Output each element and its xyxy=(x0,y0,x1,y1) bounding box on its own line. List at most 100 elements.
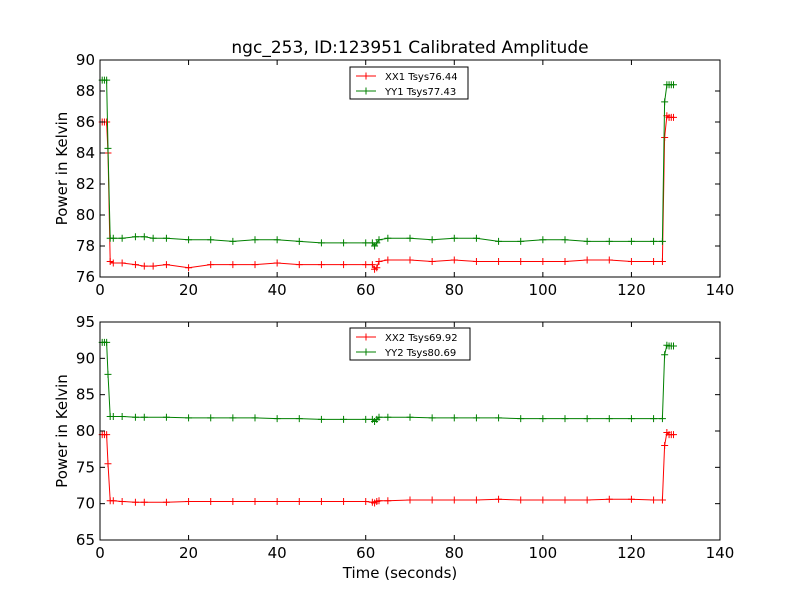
data-point xyxy=(472,258,480,265)
data-point xyxy=(495,258,503,265)
x-tick-label: 120 xyxy=(617,544,646,562)
x-tick-label: 20 xyxy=(179,544,198,562)
data-point xyxy=(472,414,480,422)
data-point xyxy=(251,414,259,422)
data-point xyxy=(273,259,281,267)
x-tick-label: 0 xyxy=(95,281,105,299)
x-tick-label: 140 xyxy=(706,281,735,299)
axes-frame xyxy=(99,59,721,278)
data-point xyxy=(373,264,381,272)
data-point xyxy=(670,342,677,350)
y-tick-label: 75 xyxy=(76,458,95,476)
series-xx1 xyxy=(98,112,677,273)
y-tick-label: 86 xyxy=(76,113,95,131)
data-point xyxy=(109,259,117,267)
y-tick-label: 88 xyxy=(76,82,95,100)
data-point xyxy=(162,234,170,242)
x-tick-label: 60 xyxy=(356,281,375,299)
data-point xyxy=(605,415,613,423)
series-xx2 xyxy=(98,428,677,507)
data-point xyxy=(627,237,635,245)
data-point xyxy=(428,414,436,422)
x-axis-label: Time (seconds) xyxy=(342,564,458,582)
data-point xyxy=(140,498,148,506)
data-point xyxy=(472,234,480,242)
data-point xyxy=(384,497,392,505)
data-point xyxy=(340,261,348,269)
legend-marker xyxy=(362,72,370,80)
data-point xyxy=(140,233,148,241)
x-tick-label: 40 xyxy=(268,544,287,562)
data-point xyxy=(450,256,458,264)
data-point xyxy=(273,415,281,423)
data-point xyxy=(406,413,414,421)
data-point xyxy=(605,495,613,503)
data-point xyxy=(207,236,215,244)
data-point xyxy=(539,258,547,265)
x-tick-label: 40 xyxy=(268,281,287,299)
data-point xyxy=(131,498,139,506)
data-point xyxy=(362,261,370,269)
legend-box xyxy=(349,66,469,100)
data-point xyxy=(658,415,666,423)
data-point xyxy=(375,413,383,421)
data-point xyxy=(368,261,376,269)
legend-label: YY2 Tsys80.69 xyxy=(384,348,456,359)
data-point xyxy=(428,258,436,265)
legend-label: XX1 Tsys76.44 xyxy=(385,72,458,83)
data-point xyxy=(561,258,569,265)
legend: XX1 Tsys76.44 YY1 Tsys77.43 xyxy=(349,66,469,100)
data-point xyxy=(650,415,658,423)
data-point xyxy=(583,256,591,264)
top-panel: 0 20 40 60 80 100 120 140 76 78 80 82 84 86 88 90 Power … xyxy=(53,51,734,299)
series-line xyxy=(102,79,674,247)
data-point xyxy=(561,236,569,244)
data-point xyxy=(162,413,170,421)
data-point xyxy=(273,236,281,244)
data-point xyxy=(670,81,677,89)
series-yy1 xyxy=(98,76,677,250)
data-point xyxy=(661,134,669,141)
data-point xyxy=(375,258,383,265)
data-point xyxy=(517,415,525,423)
data-point xyxy=(627,258,635,265)
data-point xyxy=(131,413,139,421)
data-point xyxy=(273,497,281,505)
data-point xyxy=(317,497,325,505)
y-tick-label: 80 xyxy=(76,422,95,440)
data-point xyxy=(650,237,658,245)
data-point xyxy=(162,498,170,506)
y-tick-label: 65 xyxy=(76,531,95,549)
data-point xyxy=(251,497,259,505)
y-tick-label: 76 xyxy=(76,268,95,286)
data-point xyxy=(428,236,436,244)
data-point xyxy=(661,98,669,106)
data-point xyxy=(384,256,392,264)
data-point xyxy=(104,460,112,468)
data-point xyxy=(406,256,414,264)
y-tick-label: 70 xyxy=(76,495,95,513)
data-point xyxy=(207,497,215,505)
data-point xyxy=(658,496,666,504)
data-point xyxy=(406,234,414,242)
data-point xyxy=(362,239,370,247)
x-tick-label: 100 xyxy=(529,281,558,299)
data-point xyxy=(583,496,591,504)
data-point xyxy=(539,415,547,423)
data-point xyxy=(229,261,237,269)
data-point xyxy=(517,258,525,265)
data-point xyxy=(109,234,117,242)
data-point xyxy=(162,261,170,269)
data-point xyxy=(185,414,193,422)
chart-title: ngc_253, ID:123951 Calibrated Amplitude xyxy=(231,38,588,58)
data-point xyxy=(583,415,591,423)
data-point xyxy=(109,412,117,420)
data-point xyxy=(251,236,259,244)
data-point xyxy=(103,431,111,439)
series-yy2 xyxy=(98,338,677,426)
data-point xyxy=(118,259,126,267)
y-tick-label: 90 xyxy=(76,51,95,69)
x-tick-label: 140 xyxy=(706,544,735,562)
data-point xyxy=(627,495,635,503)
data-point xyxy=(661,351,669,359)
